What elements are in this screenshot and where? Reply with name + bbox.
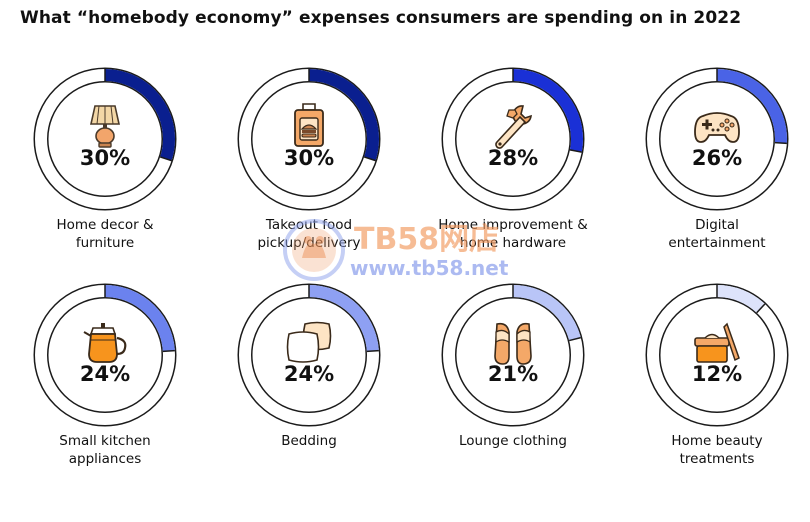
donut-cell: 24% Bedding — [218, 282, 398, 522]
wrench-icon — [487, 102, 539, 150]
donut-slice-edge — [756, 303, 766, 314]
takeout-bag-icon — [283, 102, 335, 150]
donut-category-label: Home decor & furniture — [14, 216, 196, 252]
donut-svg — [237, 67, 381, 211]
donut-category-label: Home improvement & home hardware — [422, 216, 604, 252]
pillows-icon — [283, 318, 335, 366]
donut-ring — [32, 66, 178, 212]
donut-value-label: 12% — [691, 362, 743, 386]
donut-ring — [440, 282, 586, 428]
donut-slice — [104, 69, 175, 161]
donut-slice — [512, 285, 581, 341]
donut-ring — [236, 66, 382, 212]
donut-category-label-line: appliances — [68, 451, 142, 467]
donut-cell: 21% Lounge clothing — [422, 282, 602, 522]
game-controller-icon — [691, 102, 743, 150]
donut-category-label-line: Digital — [695, 217, 739, 233]
donut-slice-edge — [162, 349, 175, 353]
donut-slice — [512, 69, 583, 153]
donut-category-label: Home beauty treatments — [626, 432, 808, 468]
donut-category-label: Digital entertainment — [626, 216, 808, 252]
donut-value-label: 28% — [487, 146, 539, 170]
donut-value-label: 26% — [691, 146, 743, 170]
donut-category-label: Bedding — [218, 432, 400, 450]
donut-category-label: Lounge clothing — [422, 432, 604, 450]
donut-category-label-line: Home improvement & — [438, 217, 588, 233]
donut-svg — [441, 283, 585, 427]
donut-ring — [440, 66, 586, 212]
donut-svg — [645, 283, 789, 427]
donut-svg — [645, 67, 789, 211]
donut-slice-edge — [569, 149, 582, 153]
donut-svg — [33, 67, 177, 211]
donut-category-label-line: Lounge clothing — [459, 433, 567, 449]
donut-category-label-line: Takeout food — [265, 217, 353, 233]
donut-cell: 30% Takeout food pickup/delivery — [218, 66, 398, 306]
donut-slice-edge — [159, 156, 172, 162]
donut-category-label-line: Bedding — [281, 433, 337, 449]
donut-category-label: Small kitchen appliances — [14, 432, 196, 468]
donut-slice — [104, 285, 175, 352]
donut-category-label-line: Home beauty — [671, 433, 763, 449]
donut-svg — [441, 67, 585, 211]
donut-value-label: 21% — [487, 362, 539, 386]
donut-slice — [716, 69, 787, 144]
donut-cell: 24% Small kitchen appliances — [14, 282, 194, 522]
donut-category-label-line: pickup/delivery — [257, 235, 361, 251]
donut-svg — [237, 283, 381, 427]
donut-ring — [644, 66, 790, 212]
donut-slice-edge — [363, 156, 376, 162]
donut-value-label: 24% — [79, 362, 131, 386]
donut-value-label: 30% — [283, 146, 335, 170]
coffee-pot-icon — [79, 318, 131, 366]
lamp-icon — [79, 102, 131, 150]
donut-value-label: 30% — [79, 146, 131, 170]
donut-cell: 28% Home improvement & home hardware — [422, 66, 602, 306]
donut-slice-edge — [774, 141, 787, 145]
donut-cell: 26% Digital entertainment — [626, 66, 806, 306]
slippers-icon — [487, 318, 539, 366]
donut-ring — [644, 282, 790, 428]
donut-slice — [716, 285, 765, 313]
donut-category-label-line: home hardware — [459, 235, 567, 251]
donut-slice-edge — [366, 349, 379, 353]
donut-category-label-line: Small kitchen — [59, 433, 151, 449]
donut-category-label-line: treatments — [679, 451, 755, 467]
donut-category-label-line: Home decor & — [56, 217, 154, 233]
donut-slice — [308, 285, 379, 352]
donut-category-label: Takeout food pickup/delivery — [218, 216, 400, 252]
donut-cell: 12% Home beauty treatments — [626, 282, 806, 522]
cosmetics-jar-icon — [691, 318, 743, 366]
donut-ring — [236, 282, 382, 428]
donut-category-label-line: furniture — [75, 235, 135, 251]
donut-ring — [32, 282, 178, 428]
donut-svg — [33, 283, 177, 427]
chart-title: What “homebody economy” expenses consume… — [20, 8, 742, 28]
donut-cell: 30% Home decor & furniture — [14, 66, 194, 306]
donut-slice-edge — [568, 336, 581, 342]
donut-slice — [308, 69, 379, 161]
donut-value-label: 24% — [283, 362, 335, 386]
donut-category-label-line: entertainment — [668, 235, 766, 251]
